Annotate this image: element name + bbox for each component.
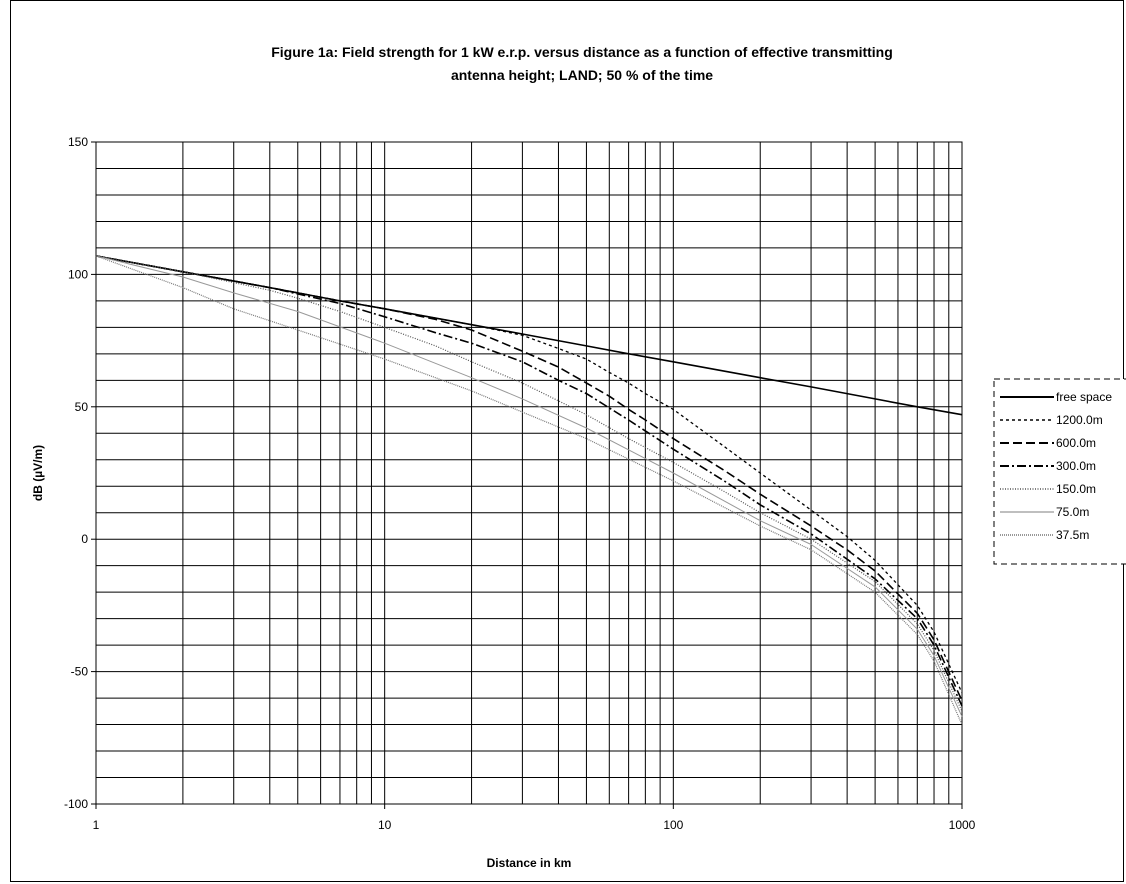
grid: [96, 142, 962, 804]
y-tick-label: 50: [75, 400, 89, 414]
y-tick-label: 0: [81, 532, 88, 546]
legend-label: 75.0m: [1056, 505, 1089, 519]
chart-title-line-2: antenna height; LAND; 50 % of the time: [451, 67, 713, 83]
x-tick-label: 1: [93, 818, 100, 832]
series-line-2: [95, 255, 963, 694]
legend-label: 150.0m: [1056, 482, 1096, 496]
legend: free space 1200.0m 600.0m 300.0m 150.0m 75.0m…: [993, 378, 1126, 565]
y-tick-label: 150: [68, 135, 88, 149]
axis-ticks: -100 -50 0 50 100 150 1 10 100 1000: [64, 135, 976, 832]
legend-box: [993, 378, 1126, 565]
series-lines: [95, 255, 963, 725]
series-line-7: [95, 255, 963, 725]
x-axis-label: Distance in km: [487, 856, 572, 870]
x-tick-label: 1000: [949, 818, 976, 832]
y-tick-label: -100: [64, 797, 88, 811]
chart-frame: [10, 0, 1124, 882]
series-line-4: [95, 255, 963, 707]
x-tick-label: 100: [663, 818, 683, 832]
legend-label: 300.0m: [1056, 459, 1096, 473]
legend-label: free space: [1056, 390, 1112, 404]
series-line-6: [95, 255, 963, 717]
plot-area: [95, 141, 963, 805]
series-line-3: [95, 255, 963, 702]
y-tick-label: -50: [71, 665, 89, 679]
series-line-5: [95, 255, 963, 712]
x-tick-label: 10: [378, 818, 392, 832]
legend-items: free space 1200.0m 600.0m 300.0m 150.0m 75.0m…: [1000, 390, 1112, 542]
legend-label: 1200.0m: [1056, 413, 1103, 427]
chart-title-line-1: Figure 1a: Field strength for 1 kW e.r.p…: [271, 44, 893, 60]
legend-label: 600.0m: [1056, 436, 1096, 450]
legend-label: 37.5m: [1056, 528, 1089, 542]
y-tick-label: 100: [68, 267, 88, 281]
y-axis-label: dB (µV/m): [31, 445, 45, 501]
